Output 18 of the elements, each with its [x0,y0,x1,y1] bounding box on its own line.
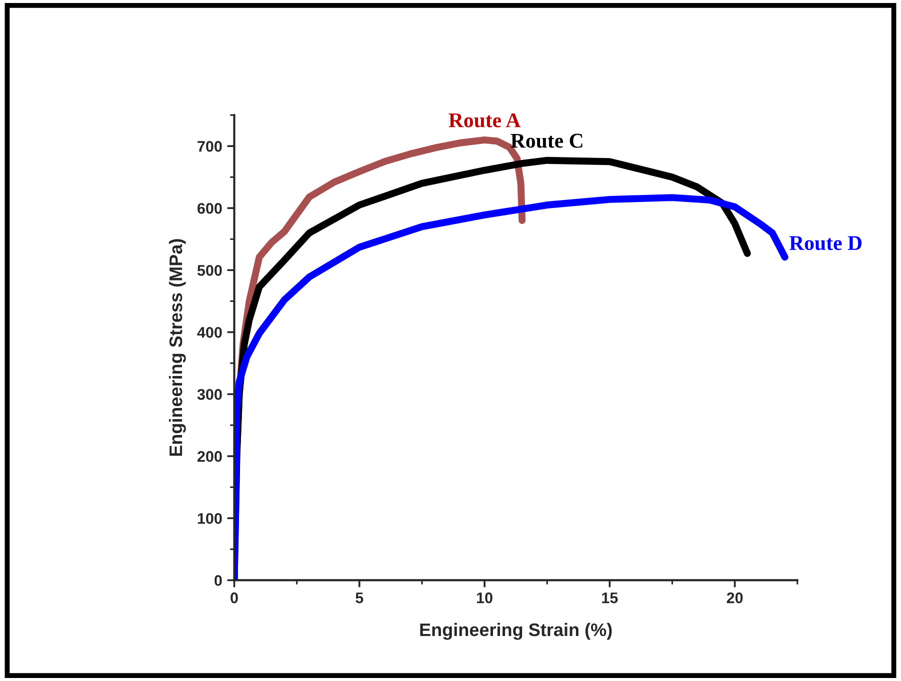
x-tick-label: 5 [356,592,364,604]
y-tick-label: 500 [197,265,222,276]
y-tick-label: 200 [197,451,222,462]
y-axis-title: Engineering Stress (MPa) [168,239,186,456]
y-tick-label: 0 [214,575,222,586]
y-tick-label: 600 [198,202,222,214]
series-label: Route D [789,236,862,250]
x-axis-title: Engineering Strain (%) [420,622,612,640]
x-tick-label: 10 [477,592,492,604]
y-tick-label: 100 [198,513,222,524]
y-tick-label: 700 [198,140,222,152]
series-label: Route C [510,134,582,148]
x-tick-label: 20 [726,592,743,604]
series-label: Route A [448,113,521,128]
y-tick-label: 400 [197,327,222,338]
x-tick-label: 0 [230,592,238,604]
y-tick-label: 300 [197,389,222,400]
x-tick-label: 15 [602,592,618,604]
